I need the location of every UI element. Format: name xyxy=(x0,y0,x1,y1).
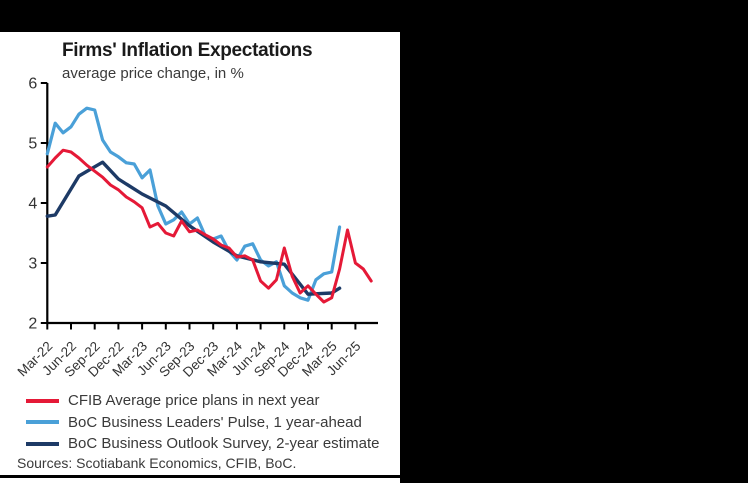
legend-label-cfib: CFIB Average price plans in next year xyxy=(68,392,320,410)
series-cfib xyxy=(45,148,373,304)
right-black-panel xyxy=(400,0,748,483)
blp-line-swatch xyxy=(26,420,59,425)
legend-item-cfib: CFIB Average price plans in next year xyxy=(26,390,380,412)
chart-title: Firms' Inflation Expectations xyxy=(62,40,313,61)
bos-line-swatch xyxy=(26,441,59,446)
chart-subtitle: average price change, in % xyxy=(62,65,244,82)
sources-note: Sources: Scotiabank Economics, CFIB, BoC… xyxy=(17,455,297,471)
cfib-line-swatch xyxy=(26,398,59,403)
legend-item-blp: BoC Business Leaders' Pulse, 1 year-ahea… xyxy=(26,412,380,434)
top-black-band xyxy=(0,0,400,32)
legend: CFIB Average price plans in next year Bo… xyxy=(26,390,380,455)
series-blp xyxy=(45,106,342,302)
y-tick-label: 6 xyxy=(28,76,37,93)
y-tick-label: 4 xyxy=(28,196,37,213)
chart-card: Firms' Inflation Expectations average pr… xyxy=(0,32,400,483)
bottom-rule xyxy=(0,475,400,478)
y-tick-label: 5 xyxy=(28,136,37,153)
y-tick-label: 2 xyxy=(28,316,37,333)
legend-item-bos: BoC Business Outlook Survey, 2-year esti… xyxy=(26,433,380,455)
chart-canvas: 65432Mar-22Jun-22Sep-22Dec-22Mar-23Jun-2… xyxy=(15,76,378,380)
series-bos xyxy=(45,160,342,296)
legend-label-bos: BoC Business Outlook Survey, 2-year esti… xyxy=(68,435,380,453)
legend-label-blp: BoC Business Leaders' Pulse, 1 year-ahea… xyxy=(68,413,362,431)
y-tick-label: 3 xyxy=(28,256,37,273)
